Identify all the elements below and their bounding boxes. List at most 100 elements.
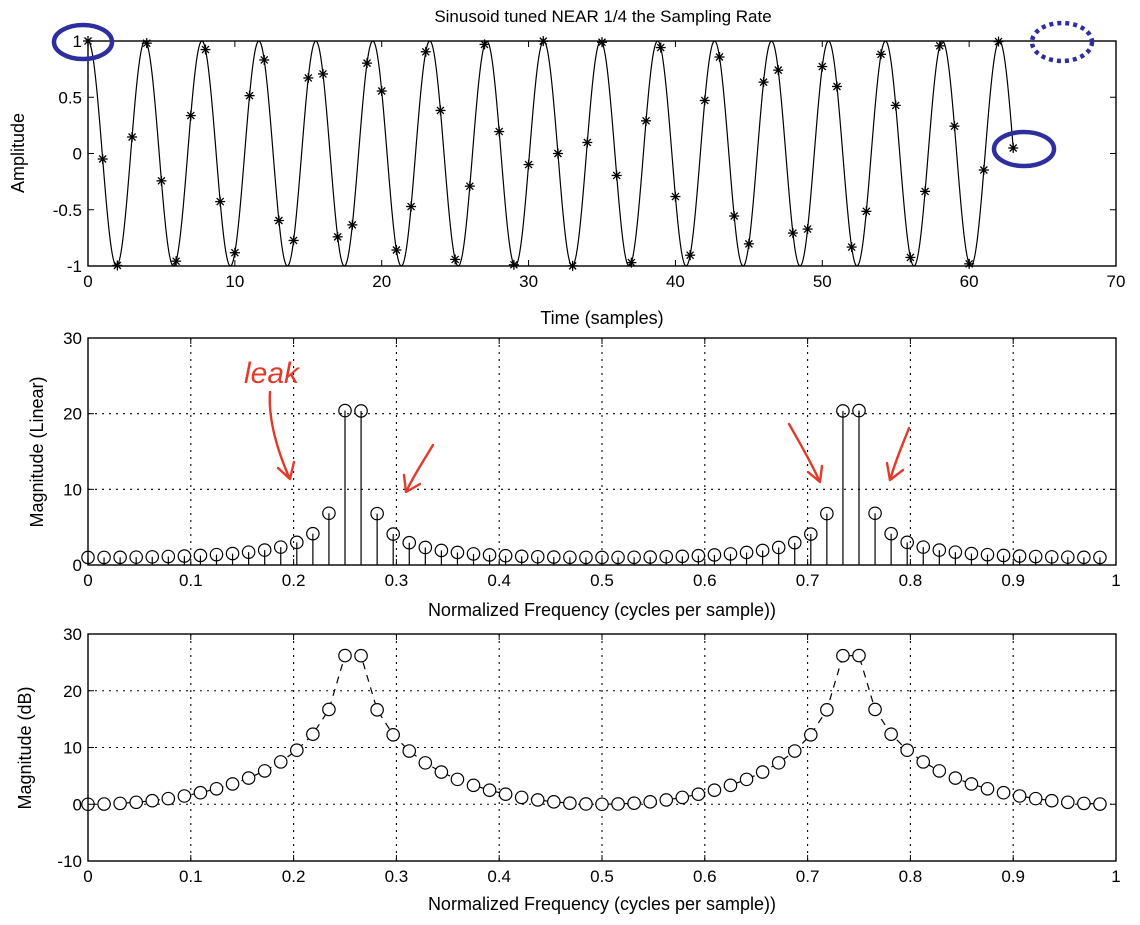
db-marker bbox=[627, 796, 641, 810]
db-marker bbox=[209, 781, 224, 796]
linear-stem-marker bbox=[290, 535, 304, 550]
sample-star-marker bbox=[626, 257, 637, 268]
db-y-tick-label: 30 bbox=[63, 625, 82, 644]
linear-stem-marker bbox=[482, 548, 497, 562]
db-marker bbox=[1012, 789, 1027, 803]
db-marker bbox=[659, 793, 674, 807]
linear-stem-marker bbox=[145, 550, 160, 564]
db-marker bbox=[338, 648, 352, 663]
db-dashed-line bbox=[87, 654, 1100, 805]
linear-stem-marker bbox=[771, 540, 786, 555]
sample-star-marker bbox=[259, 54, 270, 65]
linear-stem-marker bbox=[514, 549, 529, 564]
sample-star-marker bbox=[347, 219, 358, 230]
sample-star-marker bbox=[332, 231, 343, 242]
leak-arrow-1 bbox=[268, 390, 296, 481]
db-marker bbox=[563, 796, 577, 810]
linear-x-tick-label: 0.5 bbox=[590, 571, 614, 590]
time-x-axis-label: Time (samples) bbox=[540, 308, 663, 328]
db-x-tick-label: 0.8 bbox=[899, 867, 923, 886]
db-y-tick-label: 0 bbox=[73, 795, 82, 814]
linear-y-tick-label: 30 bbox=[63, 329, 82, 348]
sinusoid-curve bbox=[87, 40, 1014, 267]
db-marker bbox=[306, 727, 320, 742]
sample-star-marker bbox=[920, 186, 931, 197]
linear-stem-marker bbox=[675, 549, 690, 564]
time-x-tick-label: 70 bbox=[1107, 272, 1126, 291]
db-marker bbox=[177, 789, 192, 803]
sample-star-marker bbox=[406, 201, 417, 212]
linear-stem-marker bbox=[787, 535, 802, 550]
annotation-layer: leak bbox=[51, 20, 1095, 494]
db-marker bbox=[257, 764, 272, 778]
sample-star-marker bbox=[876, 49, 887, 60]
time-x-tick-label: 20 bbox=[372, 272, 391, 291]
linear-stem-marker bbox=[498, 548, 513, 563]
sample-star-marker bbox=[450, 254, 461, 265]
db-marker bbox=[948, 771, 963, 785]
time-x-tick-label: 40 bbox=[666, 272, 685, 291]
linear-x-tick-label: 0.8 bbox=[899, 571, 923, 590]
sample-star-marker bbox=[523, 159, 534, 170]
linear-stem-marker bbox=[273, 540, 288, 554]
db-marker bbox=[932, 764, 947, 778]
db-marker bbox=[900, 743, 914, 758]
linear-stem-marker bbox=[434, 543, 449, 558]
sample-star-marker bbox=[215, 196, 226, 207]
db-marker bbox=[707, 783, 722, 798]
db-marker bbox=[434, 765, 449, 779]
time-x-tick-label: 10 bbox=[225, 272, 244, 291]
sample-star-marker bbox=[244, 90, 255, 101]
linear-stem-marker bbox=[370, 506, 384, 521]
time-y-tick-label: -1 bbox=[67, 257, 82, 276]
db-marker bbox=[418, 756, 433, 770]
db-marker bbox=[643, 795, 657, 809]
db-marker bbox=[1061, 795, 1075, 810]
sample-star-marker bbox=[582, 137, 593, 148]
sample-star-marker bbox=[729, 211, 740, 222]
linear-stem-marker bbox=[1077, 550, 1091, 565]
db-marker bbox=[514, 790, 529, 805]
linear-stem-marker bbox=[579, 550, 593, 565]
db-marker bbox=[145, 793, 160, 808]
linear-x-tick-label: 0.6 bbox=[693, 571, 717, 590]
db-marker bbox=[290, 743, 304, 758]
sample-star-marker bbox=[714, 52, 725, 63]
db-marker bbox=[273, 755, 288, 769]
db-y-axis-label: Magnitude (dB) bbox=[15, 686, 35, 809]
time-y-axis-label: Amplitude bbox=[8, 113, 28, 193]
first-sample-circle bbox=[51, 22, 115, 62]
sample-star-marker bbox=[141, 38, 152, 49]
sample-star-marker bbox=[802, 224, 813, 235]
db-y-tick-label: -10 bbox=[57, 852, 82, 871]
sample-star-marker bbox=[229, 247, 240, 258]
sample-star-marker bbox=[494, 126, 505, 137]
linear-stem-marker bbox=[386, 527, 400, 541]
linear-y-tick-label: 10 bbox=[63, 480, 82, 499]
db-marker bbox=[498, 787, 513, 801]
linear-stem-marker bbox=[563, 550, 577, 565]
linear-stem-marker bbox=[241, 545, 256, 559]
sample-star-marker bbox=[905, 252, 916, 263]
sample-star-marker bbox=[670, 191, 681, 202]
linear-stem-marker bbox=[820, 506, 834, 521]
linear-y-axis-label: Magnitude (Linear) bbox=[27, 376, 47, 527]
linear-stem-marker bbox=[1093, 550, 1107, 565]
db-marker bbox=[964, 777, 979, 791]
linear-stem-marker bbox=[97, 550, 111, 565]
linear-stem-marker bbox=[1061, 550, 1075, 564]
db-marker bbox=[1093, 797, 1107, 811]
db-marker bbox=[804, 728, 818, 742]
db-marker bbox=[739, 772, 754, 787]
db-marker bbox=[916, 755, 931, 769]
linear-x-tick-label: 1 bbox=[1111, 571, 1120, 590]
linear-stem-marker bbox=[161, 549, 176, 564]
linear-stem-marker bbox=[980, 547, 995, 562]
db-marker bbox=[1077, 796, 1091, 811]
db-x-tick-label: 0.3 bbox=[385, 867, 409, 886]
linear-stem-marker bbox=[723, 547, 738, 561]
db-marker bbox=[852, 648, 866, 663]
linear-stem-marker bbox=[707, 548, 722, 562]
db-x-tick-label: 0.6 bbox=[693, 867, 717, 886]
db-marker bbox=[868, 702, 882, 717]
